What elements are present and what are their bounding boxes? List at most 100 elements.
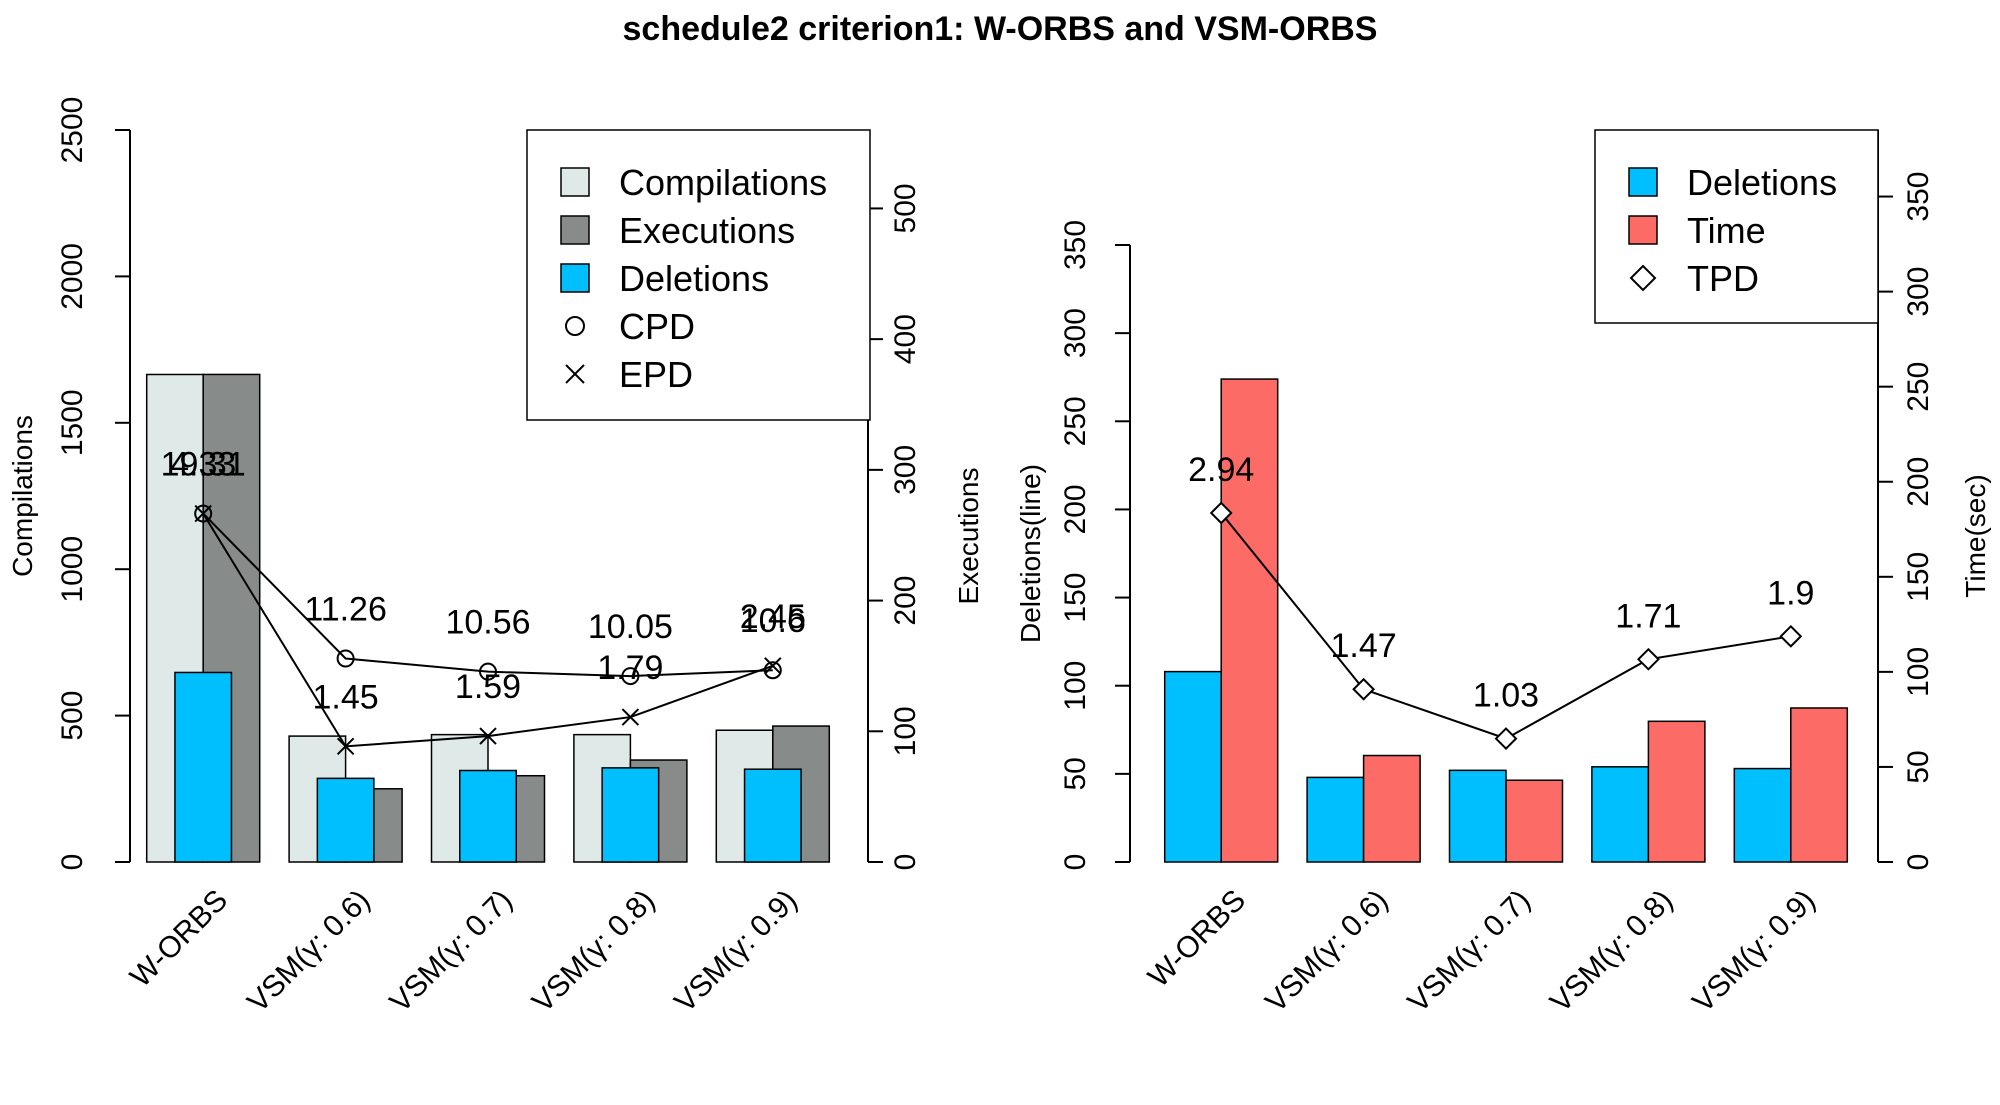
left-axis-tick-label: 2000	[56, 243, 89, 310]
data-label-epd: 1.59	[455, 668, 521, 706]
left-axis-tick-label: 200	[1059, 484, 1092, 534]
left-axis-tick-label: 250	[1059, 396, 1092, 446]
data-label-tpd: 1.47	[1331, 627, 1397, 665]
legend-swatch	[560, 263, 590, 293]
data-label-tpd: 1.03	[1473, 677, 1539, 715]
right-axis-label: Time(sec)	[1960, 474, 1991, 597]
right-axis-label: Executions	[953, 468, 984, 605]
left-axis-tick-label: 350	[1059, 220, 1092, 270]
legend-swatch	[1628, 215, 1658, 245]
marker-tpd	[1209, 501, 1233, 525]
marker-tpd	[1779, 624, 1803, 648]
bar-deletions	[174, 671, 233, 863]
marker-epd	[479, 727, 497, 745]
legend-label: Deletions	[619, 258, 769, 299]
marker-tpd	[1636, 647, 1660, 671]
right-axis-tick-label: 200	[1902, 457, 1935, 507]
bar-deletions	[743, 768, 802, 863]
marker-epd	[764, 657, 782, 675]
marker-cpd	[763, 661, 782, 680]
chart-panel-1: 0 500 1000 1500 2000 2500 Compilations 0 100 200 3…	[7, 97, 984, 1019]
x-tick-label: VSM(γ: 0.6)	[241, 884, 376, 1019]
x-tick-label: W-ORBS	[1142, 884, 1252, 994]
marker-epd	[621, 708, 640, 726]
left-axis-tick-label: 0	[56, 854, 89, 871]
right-axis-tick-label: 300	[889, 445, 922, 495]
marker-tpd	[1494, 727, 1518, 751]
right-axis-tick-label: 500	[889, 183, 922, 233]
marker-epd	[194, 504, 212, 523]
legend-label: Executions	[619, 210, 795, 251]
bar-time	[1220, 378, 1279, 863]
right-axis-tick-label: 200	[889, 576, 922, 626]
right-axis-tick-label: 400	[889, 314, 922, 364]
legend: Deletions Time TPD	[1594, 129, 1879, 324]
legend-swatch	[1628, 167, 1658, 197]
right-axis-tick-label: 100	[889, 706, 922, 756]
right-axis-tick-label: 50	[1902, 750, 1935, 783]
series-line-cpd	[202, 512, 773, 678]
left-axis-tick-label: 1500	[56, 389, 89, 456]
data-label-cpd: 11.26	[304, 591, 387, 629]
bar-deletions	[1306, 776, 1365, 863]
right-axis-tick-label: 0	[889, 854, 922, 871]
bar-time	[1505, 779, 1564, 863]
left-axis-label: Deletions(line)	[1015, 464, 1046, 643]
left-axis-tick-label: 300	[1059, 308, 1092, 358]
bar-deletions	[1733, 767, 1792, 863]
legend-swatch	[560, 167, 590, 197]
data-label-epd: 1.45	[313, 678, 379, 716]
legend-label: Deletions	[1687, 162, 1837, 203]
data-label-epd: 2.45	[740, 598, 806, 636]
data-label-tpd: 1.71	[1615, 597, 1681, 635]
x-tick-label: W-ORBS	[124, 884, 234, 994]
x-tick-label: VSM(γ: 0.6)	[1259, 884, 1394, 1019]
data-label-cpd: 10.6	[740, 602, 806, 640]
legend-marker-cross	[565, 364, 585, 384]
x-tick-label: VSM(γ: 0.7)	[384, 884, 519, 1019]
bar-time	[1790, 707, 1849, 863]
bar-deletions	[601, 767, 660, 863]
marker-cpd	[479, 662, 497, 681]
left-axis-tick-label: 50	[1059, 757, 1092, 790]
data-label-cpd: 10.56	[445, 604, 530, 642]
marker-cpd	[194, 504, 213, 523]
chart-title: schedule2 criterion1: W-ORBS and VSM-ORB…	[623, 10, 1378, 48]
legend: Compilations Executions Deletions CPD EPD	[526, 129, 871, 421]
x-tick-label: VSM(γ: 0.8)	[526, 884, 661, 1019]
data-label-cpd: 19.31	[161, 446, 246, 484]
legend-label: Time	[1687, 210, 1766, 251]
left-axis-tick-label: 1000	[56, 536, 89, 603]
legend-label: EPD	[619, 354, 693, 395]
marker-cpd	[336, 649, 355, 668]
marker-tpd	[1352, 677, 1376, 701]
bar-deletions	[1591, 766, 1650, 863]
data-label-tpd: 2.94	[1188, 451, 1254, 489]
bar-deletions	[459, 769, 517, 863]
x-tick-label: VSM(γ: 0.9)	[1686, 884, 1821, 1019]
bar-deletions	[316, 777, 375, 863]
legend-marker-diamond	[1629, 264, 1657, 292]
bar-time	[1362, 754, 1421, 863]
data-label-epd: 4.33	[170, 446, 236, 484]
left-axis-tick-label: 0	[1059, 854, 1092, 871]
data-label-epd: 1.79	[597, 649, 663, 687]
right-axis-tick-label: 100	[1902, 647, 1935, 697]
marker-epd	[336, 737, 355, 756]
right-axis-tick-label: 150	[1902, 552, 1935, 602]
chart-panel-2: 0 50 100 150 200 250 300 350 Deletions(line) 0 50 1…	[1015, 129, 1991, 1019]
left-axis-tick-label: 150	[1059, 573, 1092, 623]
legend-marker-circle	[565, 316, 585, 336]
legend-swatch	[560, 215, 590, 245]
right-axis-tick-label: 300	[1902, 267, 1935, 317]
marker-cpd	[621, 667, 640, 686]
data-label-cpd: 10.05	[588, 608, 673, 646]
bar-time	[1647, 720, 1706, 863]
right-axis-tick-label: 350	[1902, 172, 1935, 222]
left-axis-tick-label: 500	[56, 691, 89, 741]
left-axis-label: Compilations	[7, 415, 38, 577]
legend-label: Compilations	[619, 162, 827, 203]
legend-label: CPD	[619, 306, 695, 347]
